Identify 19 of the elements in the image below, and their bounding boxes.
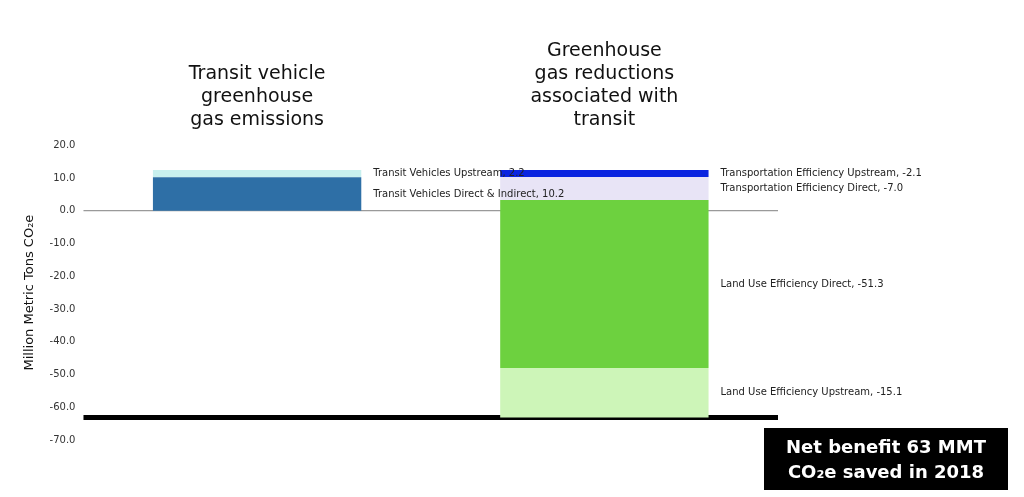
text: Transit Vehicles Direct & Indirect, 10.2: [373, 187, 565, 199]
x-tick-label: Transit vehicle greenhouse gas emissions: [187, 61, 326, 129]
y-tick-label: -70.0: [49, 433, 76, 445]
y-axis-title: Million Metric Tons CO₂e: [21, 214, 37, 371]
text: Net benefit 63 MMT CO₂e saved in 2018: [764, 428, 1008, 490]
y-tick-label: -30.0: [49, 302, 76, 314]
text: Land Use Efficiency Direct, -51.3: [720, 277, 884, 289]
y-tick-label: -60.0: [49, 400, 76, 412]
text: Land Use Efficiency Upstream, -15.1: [720, 386, 903, 398]
y-tick-label: 0.0: [59, 204, 76, 216]
text: Transportation Efficiency Upstream, -2.1: [720, 167, 922, 179]
y-tick-label: -50.0: [49, 368, 76, 380]
y-tick-label: 20.0: [53, 138, 76, 150]
y-tick-label: -10.0: [49, 237, 76, 249]
y-tick-label: -20.0: [49, 269, 76, 281]
y-tick-label: -40.0: [49, 335, 76, 347]
text: Transportation Efficiency Direct, -7.0: [720, 182, 904, 194]
y-tick-label: 10.0: [53, 171, 76, 183]
x-tick-label: Greenhouse gas reductions associated with transit: [530, 38, 679, 129]
